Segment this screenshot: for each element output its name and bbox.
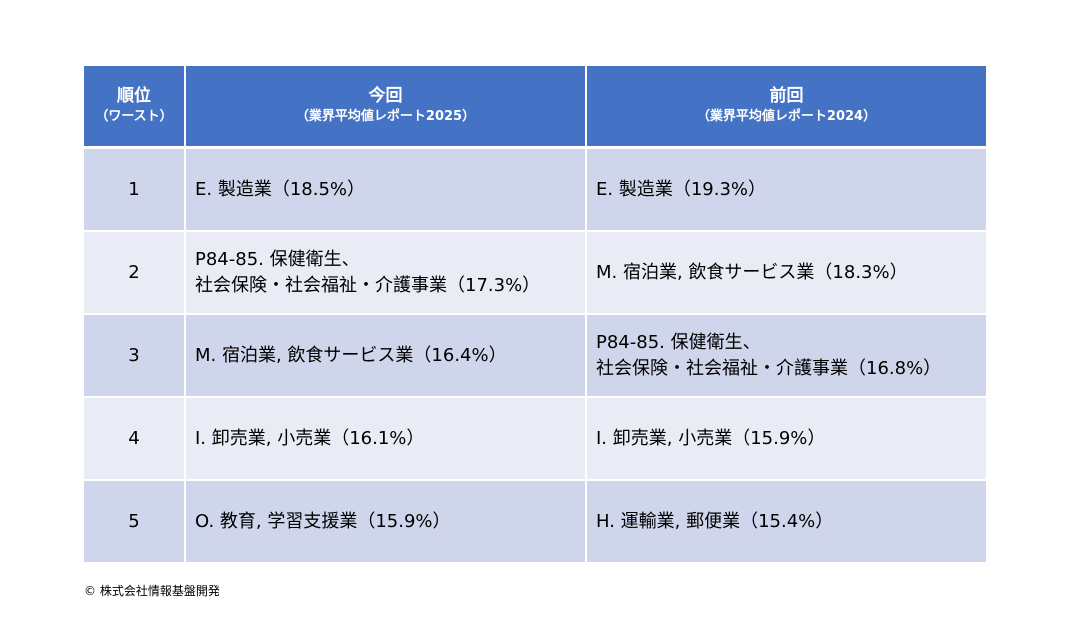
previous-cell: P84-85. 保健衛生、 社会保険・社会福祉・介護事業（16.8%） (586, 314, 986, 398)
previous-cell-text: I. 卸売業, 小売業（15.9%） (596, 427, 826, 449)
current-cell: O. 教育, 学習支援業（15.9%） (185, 480, 587, 562)
previous-cell-text: P84-85. 保健衛生、 (596, 331, 761, 353)
previous-cell-text: M. 宿泊業, 飲食サービス業（18.3%） (596, 261, 908, 283)
table-row: 5 O. 教育, 学習支援業（15.9%） H. 運輸業, 郵便業（15.4%） (84, 480, 986, 562)
rank-cell: 4 (84, 397, 186, 481)
table-row: 3 M. 宿泊業, 飲食サービス業（16.4%） P84-85. 保健衛生、 社… (84, 314, 986, 398)
current-cell: M. 宿泊業, 飲食サービス業（16.4%） (185, 314, 587, 398)
previous-cell-text: 社会保険・社会福祉・介護事業（16.8%） (596, 357, 942, 379)
header-previous-subtitle: （業界平均値レポート2024） (696, 109, 877, 124)
current-cell: E. 製造業（18.5%） (185, 147, 587, 232)
previous-cell: M. 宿泊業, 飲食サービス業（18.3%） (586, 231, 986, 315)
current-cell-text: I. 卸売業, 小売業（16.1%） (195, 427, 425, 449)
rank-cell: 3 (84, 314, 186, 398)
current-cell-text: P84-85. 保健衛生、 (195, 248, 360, 270)
ranking-table: 順位 （ワースト） 今回 （業界平均値レポート2025） 前回 （業界平均値レポ… (84, 66, 986, 562)
header-rank: 順位 （ワースト） (84, 66, 186, 149)
previous-cell-text: E. 製造業（19.3%） (596, 178, 766, 200)
previous-cell-text: H. 運輸業, 郵便業（15.4%） (596, 510, 834, 532)
rank-cell: 1 (84, 147, 186, 232)
previous-cell: I. 卸売業, 小売業（15.9%） (586, 397, 986, 481)
previous-cell: H. 運輸業, 郵便業（15.4%） (586, 480, 986, 562)
current-cell: P84-85. 保健衛生、 社会保険・社会福祉・介護事業（17.3%） (185, 231, 587, 315)
current-cell-text: 社会保険・社会福祉・介護事業（17.3%） (195, 274, 541, 296)
table-header-row: 順位 （ワースト） 今回 （業界平均値レポート2025） 前回 （業界平均値レポ… (84, 66, 986, 149)
table-row: 1 E. 製造業（18.5%） E. 製造業（19.3%） (84, 147, 986, 232)
current-cell-text: E. 製造業（18.5%） (195, 178, 365, 200)
header-rank-subtitle: （ワースト） (95, 109, 173, 124)
header-previous: 前回 （業界平均値レポート2024） (586, 66, 986, 149)
header-current-subtitle: （業界平均値レポート2025） (295, 109, 476, 124)
current-cell: I. 卸売業, 小売業（16.1%） (185, 397, 587, 481)
header-current: 今回 （業界平均値レポート2025） (185, 66, 587, 149)
header-current-title: 今回 (368, 86, 403, 106)
rank-cell: 5 (84, 480, 186, 562)
table-row: 2 P84-85. 保健衛生、 社会保険・社会福祉・介護事業（17.3%） M.… (84, 231, 986, 315)
current-cell-text: M. 宿泊業, 飲食サービス業（16.4%） (195, 344, 507, 366)
header-rank-title: 順位 (117, 86, 151, 106)
previous-cell: E. 製造業（19.3%） (586, 147, 986, 232)
copyright-footer: © 株式会社情報基盤開発 (84, 584, 220, 598)
header-previous-title: 前回 (769, 86, 804, 106)
ranking-table-container: 順位 （ワースト） 今回 （業界平均値レポート2025） 前回 （業界平均値レポ… (84, 66, 986, 562)
table-row: 4 I. 卸売業, 小売業（16.1%） I. 卸売業, 小売業（15.9%） (84, 397, 986, 481)
current-cell-text: O. 教育, 学習支援業（15.9%） (195, 510, 451, 532)
rank-cell: 2 (84, 231, 186, 315)
